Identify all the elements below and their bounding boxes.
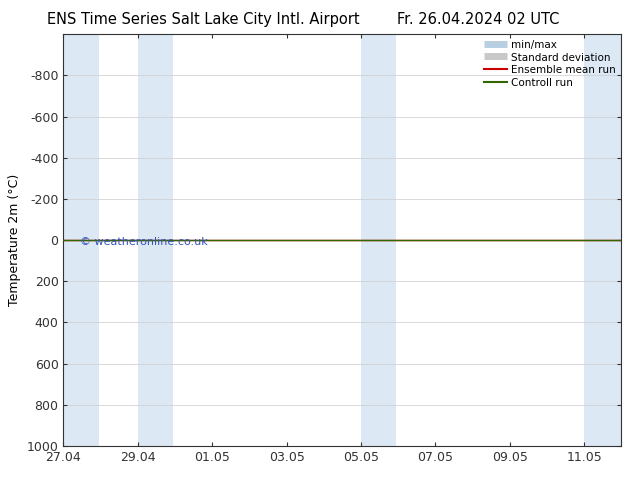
Bar <box>584 34 621 446</box>
Text: Fr. 26.04.2024 02 UTC: Fr. 26.04.2024 02 UTC <box>398 12 560 27</box>
Text: © weatheronline.co.uk: © weatheronline.co.uk <box>80 237 208 247</box>
Text: ENS Time Series Salt Lake City Intl. Airport: ENS Time Series Salt Lake City Intl. Air… <box>46 12 359 27</box>
Bar <box>138 34 173 446</box>
Bar <box>361 34 396 446</box>
Bar <box>63 34 99 446</box>
Legend: min/max, Standard deviation, Ensemble mean run, Controll run: min/max, Standard deviation, Ensemble me… <box>482 37 618 90</box>
Y-axis label: Temperature 2m (°C): Temperature 2m (°C) <box>8 174 21 306</box>
